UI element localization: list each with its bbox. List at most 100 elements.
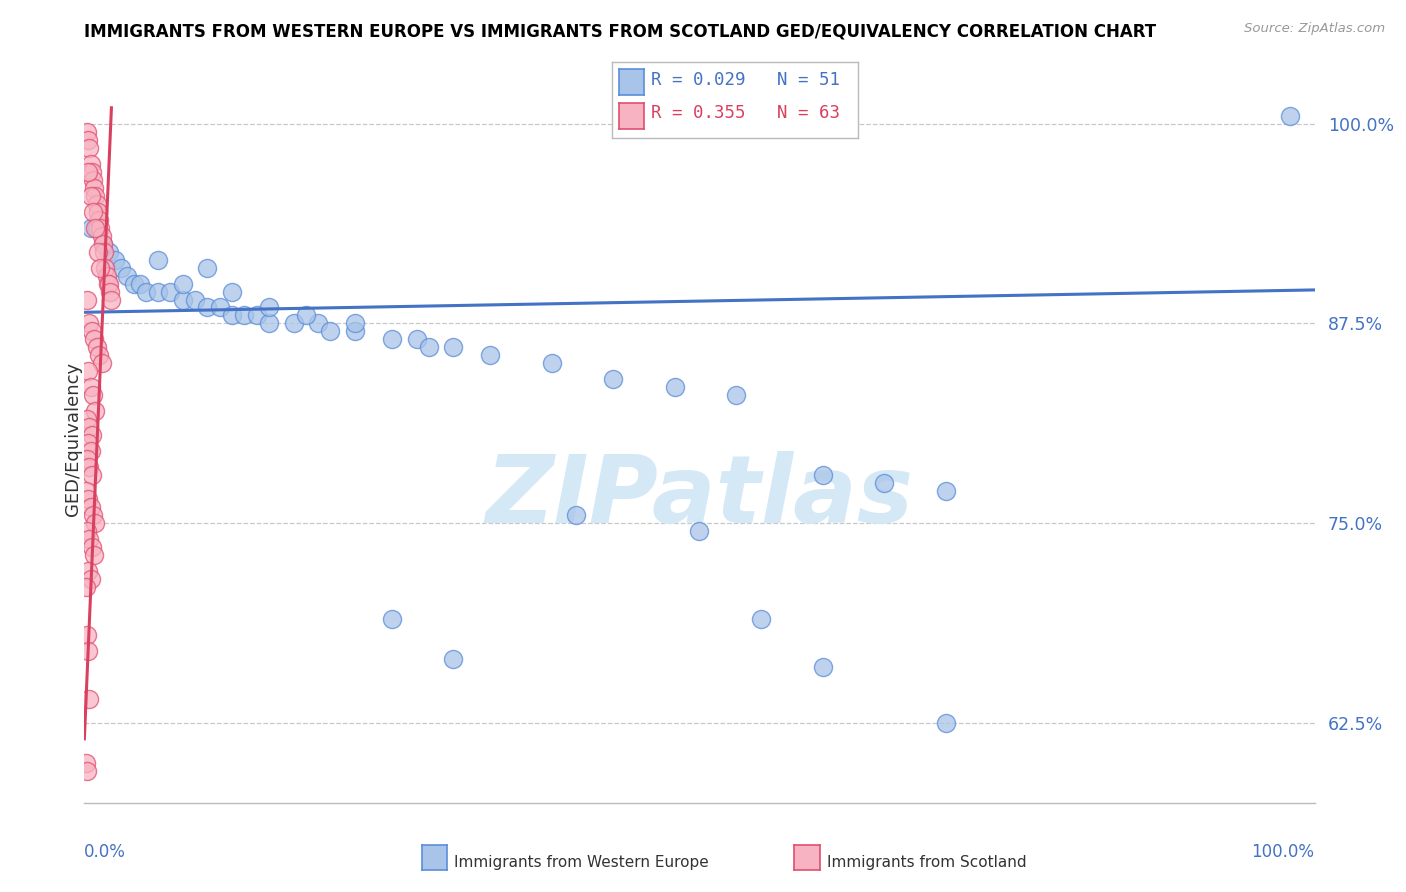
- Point: [208, 301, 231, 315]
- Point: [86, 220, 108, 235]
- Point: [82, 388, 104, 402]
- Point: [79, 500, 101, 515]
- Point: [84, 220, 107, 235]
- Point: [79, 380, 101, 394]
- Point: [811, 468, 834, 483]
- Point: [82, 508, 104, 523]
- Point: [87, 244, 110, 259]
- Point: [76, 764, 98, 778]
- Point: [87, 212, 111, 227]
- Point: [418, 341, 440, 355]
- Point: [79, 460, 101, 475]
- Point: [83, 548, 105, 562]
- Point: [76, 452, 98, 467]
- Point: [84, 188, 107, 202]
- Text: Source: ZipAtlas.com: Source: ZipAtlas.com: [1244, 22, 1385, 36]
- Text: 0.0%: 0.0%: [84, 843, 127, 861]
- Point: [148, 252, 170, 267]
- Point: [77, 436, 100, 450]
- Point: [257, 317, 280, 331]
- Point: [76, 524, 98, 538]
- Point: [664, 380, 686, 394]
- Point: [77, 133, 100, 147]
- Point: [79, 317, 101, 331]
- Point: [381, 333, 404, 347]
- Point: [172, 277, 194, 291]
- Point: [76, 412, 98, 426]
- Point: [90, 356, 112, 370]
- Point: [82, 204, 104, 219]
- Point: [77, 564, 100, 578]
- Text: R = 0.355   N = 63: R = 0.355 N = 63: [651, 104, 839, 122]
- Point: [725, 388, 748, 402]
- Point: [811, 660, 834, 674]
- Point: [295, 309, 318, 323]
- Point: [80, 164, 103, 178]
- Point: [148, 285, 170, 299]
- Point: [93, 244, 115, 259]
- Point: [82, 172, 104, 186]
- Point: [86, 341, 108, 355]
- Point: [79, 188, 101, 202]
- Point: [122, 277, 145, 291]
- Text: R = 0.029   N = 51: R = 0.029 N = 51: [651, 71, 839, 89]
- Point: [283, 317, 305, 331]
- Point: [79, 220, 101, 235]
- Point: [98, 277, 120, 291]
- Point: [197, 260, 219, 275]
- Point: [79, 532, 101, 546]
- Point: [83, 180, 105, 194]
- Point: [935, 484, 957, 499]
- Point: [79, 572, 101, 586]
- Point: [79, 692, 101, 706]
- Point: [443, 341, 465, 355]
- Point: [98, 285, 121, 299]
- Point: [97, 277, 120, 291]
- Point: [749, 612, 772, 626]
- Point: [84, 404, 107, 418]
- Text: Immigrants from Western Europe: Immigrants from Western Europe: [454, 855, 709, 870]
- Point: [381, 612, 404, 626]
- Point: [184, 293, 207, 307]
- Point: [405, 333, 427, 347]
- Point: [94, 260, 117, 275]
- Point: [77, 164, 100, 178]
- Point: [77, 644, 100, 658]
- Point: [87, 204, 110, 219]
- Point: [221, 309, 243, 323]
- Point: [689, 524, 711, 538]
- Point: [344, 317, 367, 331]
- Point: [1279, 109, 1302, 123]
- Point: [172, 293, 194, 307]
- Point: [76, 628, 98, 642]
- Point: [935, 715, 957, 730]
- Point: [80, 540, 103, 554]
- Point: [602, 372, 624, 386]
- Point: [221, 285, 243, 299]
- Point: [90, 228, 112, 243]
- Point: [76, 125, 98, 139]
- Point: [79, 141, 101, 155]
- Point: [76, 293, 98, 307]
- Point: [479, 348, 502, 362]
- Point: [80, 428, 103, 442]
- Point: [307, 317, 329, 331]
- Point: [159, 285, 181, 299]
- Point: [257, 301, 280, 315]
- Point: [110, 260, 132, 275]
- Point: [104, 252, 127, 267]
- Point: [98, 244, 120, 259]
- Point: [77, 364, 100, 378]
- Point: [75, 484, 97, 499]
- Point: [91, 236, 114, 251]
- Point: [96, 268, 118, 283]
- Point: [873, 476, 896, 491]
- Point: [344, 325, 367, 339]
- Point: [75, 580, 97, 594]
- Point: [77, 492, 100, 507]
- Point: [84, 516, 107, 531]
- Text: 100.0%: 100.0%: [1251, 843, 1315, 861]
- Point: [91, 236, 114, 251]
- Text: ZIPatlas: ZIPatlas: [485, 451, 914, 543]
- Point: [565, 508, 588, 523]
